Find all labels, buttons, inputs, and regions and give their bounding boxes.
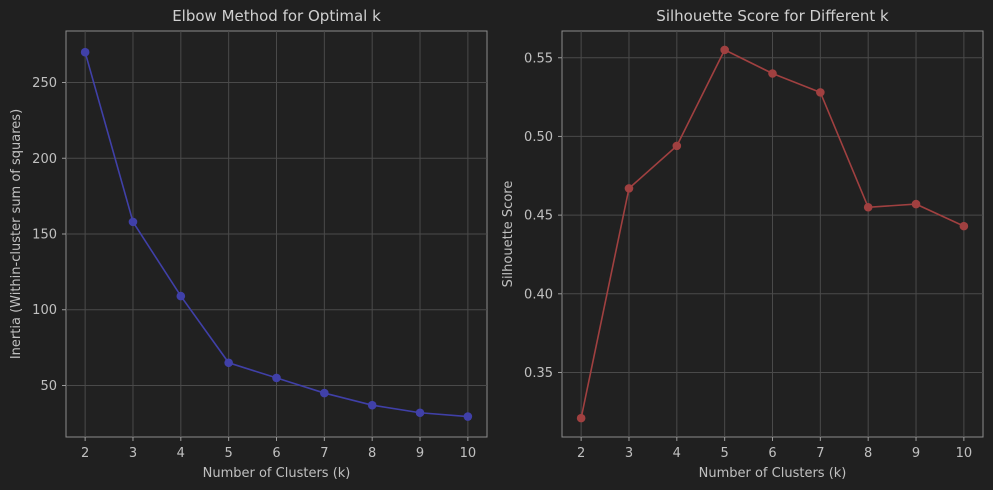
silhouette-y-tick-label: 0.55 [524,51,553,66]
silhouette-data-point [576,413,586,423]
silhouette-x-tick-label: 7 [816,446,824,461]
elbow-data-point [224,358,233,368]
elbow-data-point [320,388,329,398]
silhouette-grid [562,31,983,437]
silhouette-data-point [911,199,921,209]
elbow-x-tick-label: 2 [81,446,89,461]
silhouette-x-tick-label: 5 [721,446,729,461]
elbow-x-tick-label: 4 [177,446,185,461]
elbow-data-point [272,373,281,383]
elbow-y-tick-label: 150 [32,228,57,243]
silhouette-y-ticks: 0.35 0.40 0.45 0.50 0.55 [524,51,562,381]
elbow-y-ticks: 50 100 150 200 250 [32,76,66,394]
elbow-series [80,47,473,421]
silhouette-x-tick-label: 8 [864,446,872,461]
elbow-y-tick-label: 250 [32,76,57,91]
elbow-data-point [367,400,377,410]
silhouette-data-point [672,141,682,151]
silhouette-chart: 2 3 4 5 6 7 8 9 10 0.35 0.40 0.45 0.50 0.55 Silhouet… [501,7,984,481]
silhouette-data-point [768,69,777,78]
elbow-x-tick-label: 10 [460,446,477,461]
silhouette-y-axis-label: Silhouette Score [501,181,516,288]
elbow-chart-title: Elbow Method for Optimal k [172,7,381,25]
elbow-y-tick-label: 100 [32,303,57,318]
elbow-grid [66,31,487,437]
silhouette-data-point [816,88,825,97]
elbow-x-ticks: 2 3 4 5 6 7 8 9 10 [81,437,476,461]
silhouette-x-tick-label: 6 [768,446,776,461]
elbow-y-tick-label: 50 [40,379,57,394]
elbow-chart: 2 3 4 5 6 7 8 9 10 50 100 150 200 250 Elbow Method f… [9,7,488,481]
silhouette-x-tick-label: 2 [577,446,585,461]
silhouette-chart-title: Silhouette Score for Different k [656,7,889,25]
silhouette-data-point [624,184,634,193]
elbow-y-tick-label: 200 [32,152,57,167]
silhouette-x-ticks: 2 3 4 5 6 7 8 9 10 [577,437,972,461]
silhouette-x-tick-label: 4 [673,446,681,461]
silhouette-y-tick-label: 0.35 [524,366,553,381]
elbow-data-point [80,47,90,57]
elbow-data-point [415,408,425,418]
silhouette-x-tick-label: 3 [625,446,633,461]
elbow-data-point [176,291,186,301]
elbow-x-tick-label: 8 [368,446,376,461]
elbow-x-tick-label: 5 [225,446,233,461]
elbow-x-axis-label: Number of Clusters (k) [203,466,351,481]
silhouette-y-tick-label: 0.40 [524,287,553,302]
elbow-x-tick-label: 3 [129,446,137,461]
elbow-y-axis-label: Inertia (Within-cluster sum of squares) [9,109,24,359]
silhouette-data-point [863,202,873,212]
elbow-x-tick-label: 7 [320,446,328,461]
silhouette-x-tick-label: 9 [912,446,920,461]
elbow-data-point [128,217,138,227]
silhouette-y-tick-label: 0.50 [524,130,553,145]
silhouette-x-axis-label: Number of Clusters (k) [699,466,847,481]
silhouette-data-point [720,45,729,55]
silhouette-series [576,45,969,423]
elbow-x-tick-label: 6 [272,446,280,461]
silhouette-x-tick-label: 10 [956,446,973,461]
silhouette-y-tick-label: 0.45 [524,209,553,224]
elbow-data-point [463,412,473,421]
elbow-x-tick-label: 9 [416,446,424,461]
silhouette-data-point [959,221,969,231]
